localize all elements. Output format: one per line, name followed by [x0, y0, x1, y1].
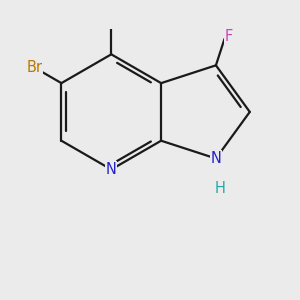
Text: N: N	[211, 151, 221, 166]
Text: N: N	[106, 162, 117, 177]
Text: Br: Br	[26, 60, 43, 75]
Text: H: H	[215, 181, 226, 196]
Text: F: F	[225, 29, 233, 44]
